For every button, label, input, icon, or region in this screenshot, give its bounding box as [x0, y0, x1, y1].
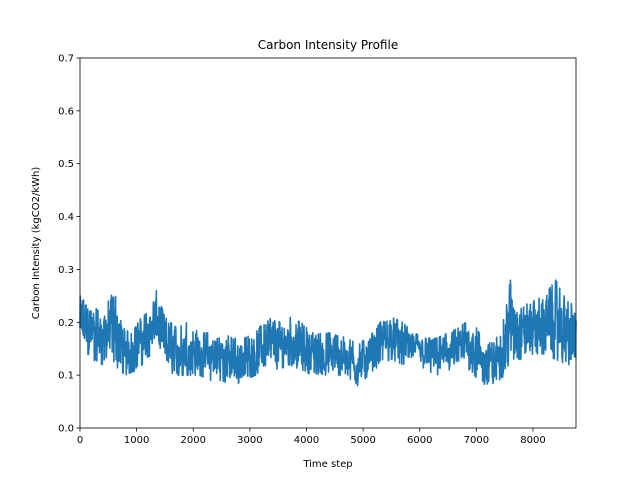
y-tick-label: 0.3 [58, 265, 74, 276]
y-tick-label: 0.4 [58, 212, 74, 223]
y-tick-label: 0.6 [58, 106, 74, 117]
y-tick-label: 0.1 [58, 371, 74, 382]
y-axis-label: Carbon Intensity (kgCO2/kWh) [31, 167, 42, 320]
y-tick-label: 0.7 [58, 54, 74, 65]
x-tick-label: 6000 [407, 435, 432, 446]
x-tick-label: 4000 [294, 435, 319, 446]
y-tick-label: 0.5 [58, 159, 74, 170]
x-axis-label: Time step [302, 459, 352, 470]
x-tick-label: 3000 [237, 435, 262, 446]
x-tick-label: 8000 [520, 435, 545, 446]
x-tick-label: 5000 [350, 435, 375, 446]
chart-title: Carbon Intensity Profile [258, 38, 398, 52]
series-line [79, 279, 577, 387]
x-tick-label: 7000 [464, 435, 489, 446]
x-axis: 0 1000 2000 3000 4000 5000 6000 7000 8000 [77, 428, 546, 446]
y-tick-label: 0.2 [58, 318, 74, 329]
axes-frame [79, 57, 577, 429]
x-tick-label: 2000 [181, 435, 206, 446]
x-tick-label: 0 [77, 435, 83, 446]
y-axis: 0.0 0.1 0.2 0.3 0.4 0.5 0.6 0.7 [58, 54, 80, 435]
y-tick-label: 0.0 [58, 424, 74, 435]
plot-area [79, 279, 577, 387]
x-tick-label: 1000 [124, 435, 149, 446]
